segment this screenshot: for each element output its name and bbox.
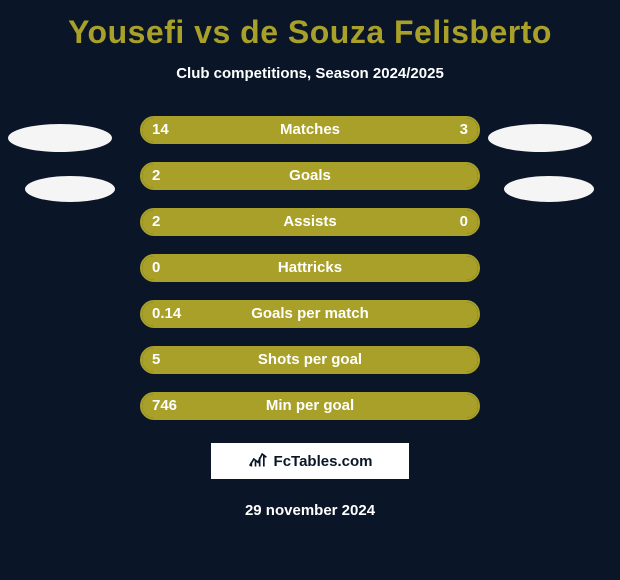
decorative-ellipse [25,176,115,202]
stat-bar [140,346,480,374]
stat-row: Shots per goal5 [140,346,480,374]
bar-right-fill [411,210,478,234]
brand-badge: FcTables.com [210,442,410,480]
stat-bar [140,116,480,144]
bar-left-fill [142,164,478,188]
bar-left-fill [142,210,411,234]
bar-left-fill [142,348,478,372]
decorative-ellipse [8,124,112,152]
brand-text: FcTables.com [274,453,373,470]
stat-row: Goals2 [140,162,480,190]
stat-bar [140,208,480,236]
stat-row: Hattricks0 [140,254,480,282]
bar-right-fill [419,118,478,142]
page-subtitle: Club competitions, Season 2024/2025 [0,65,620,82]
bar-left-fill [142,302,478,326]
stat-bar [140,162,480,190]
stat-bar [140,300,480,328]
bar-left-fill [142,118,419,142]
comparison-chart: Matches143 Goals2 Assists20 Hattricks0 Goals… [0,116,620,420]
chart-icon [248,449,268,474]
decorative-ellipse [504,176,594,202]
bar-left-fill [142,394,478,418]
stat-bar [140,392,480,420]
bar-left-fill [142,256,478,280]
stat-row: Assists20 [140,208,480,236]
stat-row: Matches143 [140,116,480,144]
page-title: Yousefi vs de Souza Felisberto [0,0,620,51]
stat-row: Goals per match0.14 [140,300,480,328]
stat-row: Min per goal746 [140,392,480,420]
decorative-ellipse [488,124,592,152]
footer-date: 29 november 2024 [0,502,620,519]
stat-bar [140,254,480,282]
